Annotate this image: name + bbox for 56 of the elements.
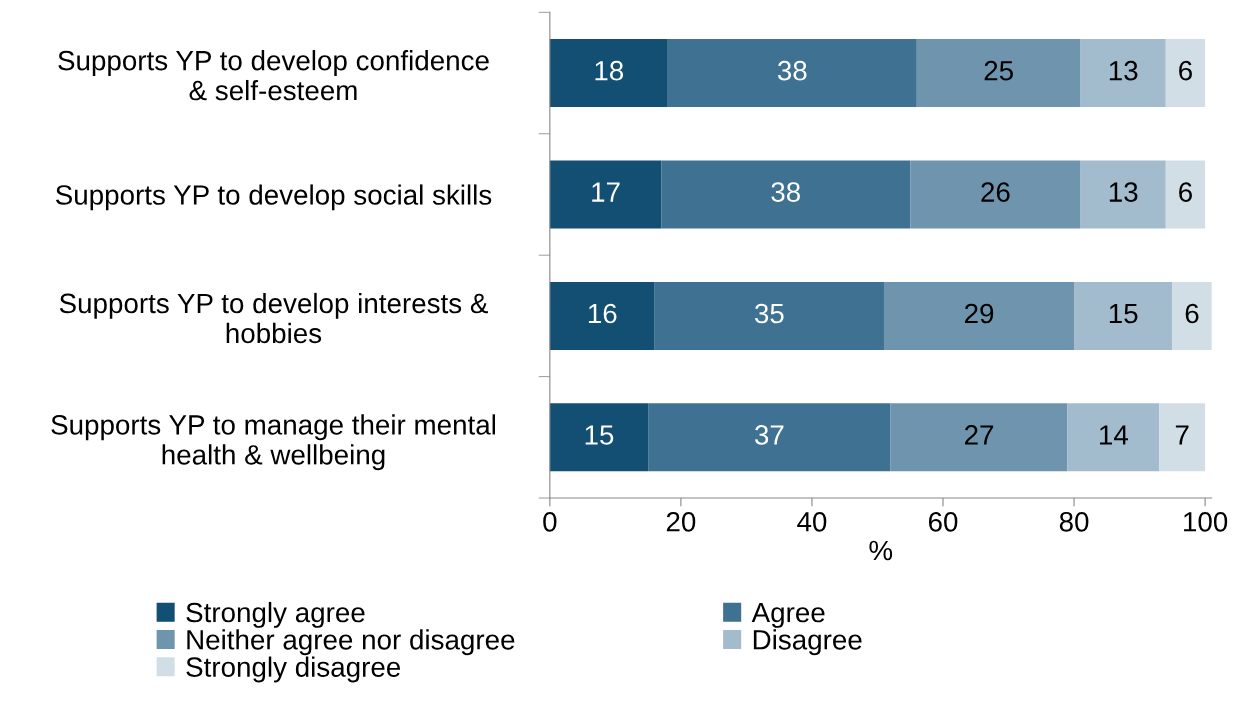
bar xyxy=(549,39,668,108)
legend-label: Strongly disagree xyxy=(186,656,401,683)
y-tick-label: Supports YP to develop social skills xyxy=(55,184,492,211)
y-tick-label: Supports YP to develop confidence & self-esteem xyxy=(58,50,489,101)
x-tick-label: 0 xyxy=(543,511,557,532)
bar xyxy=(667,39,917,108)
bar xyxy=(549,160,662,229)
data-label: 16 xyxy=(588,303,617,324)
bar xyxy=(910,160,1081,229)
data-label: 15 xyxy=(585,425,614,445)
x-tick-label: 100 xyxy=(1184,511,1228,532)
data-label: 6 xyxy=(1179,60,1192,81)
data-label: 13 xyxy=(1109,60,1138,81)
data-label: 14 xyxy=(1100,425,1128,445)
data-label: 18 xyxy=(595,60,624,81)
data-label: 6 xyxy=(1185,303,1199,324)
bar xyxy=(1165,160,1206,229)
legend-label: Strongly agree xyxy=(186,601,365,628)
x-tick-label: 40 xyxy=(797,511,827,532)
data-label: 13 xyxy=(1109,182,1138,202)
bar xyxy=(1080,39,1166,108)
bar xyxy=(1172,281,1212,350)
data-label: 37 xyxy=(754,425,784,445)
x-axis-title: % xyxy=(869,540,893,561)
bar xyxy=(549,403,649,472)
data-label: 6 xyxy=(1179,182,1192,202)
data-label: 38 xyxy=(777,60,807,81)
legend-label: Neither agree nor disagree xyxy=(187,629,515,656)
bar xyxy=(890,403,1068,472)
legend-label: Agree xyxy=(751,602,825,628)
bar xyxy=(648,403,891,472)
data-label: 38 xyxy=(771,182,800,202)
bar xyxy=(661,160,911,229)
bar xyxy=(1165,39,1206,108)
bar xyxy=(1067,403,1160,472)
y-tick-label: Supports YP to manage their mental health & wellbeing xyxy=(51,414,496,471)
bar xyxy=(884,281,1075,350)
data-label: 35 xyxy=(754,303,784,324)
bar xyxy=(1074,281,1173,350)
data-label: 27 xyxy=(964,425,994,445)
bar xyxy=(1080,160,1166,229)
data-label: 17 xyxy=(592,182,620,202)
bar xyxy=(916,39,1081,108)
bar xyxy=(1159,403,1206,472)
data-label: 29 xyxy=(964,303,994,324)
data-label: 15 xyxy=(1109,303,1138,324)
x-tick-label: 20 xyxy=(666,511,696,532)
x-tick-label: 60 xyxy=(928,511,958,532)
x-tick-label: 80 xyxy=(1059,511,1089,532)
bar xyxy=(654,281,885,350)
bar xyxy=(549,281,655,350)
data-label: 25 xyxy=(984,60,1013,81)
y-tick-label: Supports YP to develop interests & hobbies xyxy=(59,292,488,344)
data-label: 7 xyxy=(1175,425,1189,445)
legend-label: Disagree xyxy=(753,629,862,656)
data-label: 26 xyxy=(981,182,1010,202)
